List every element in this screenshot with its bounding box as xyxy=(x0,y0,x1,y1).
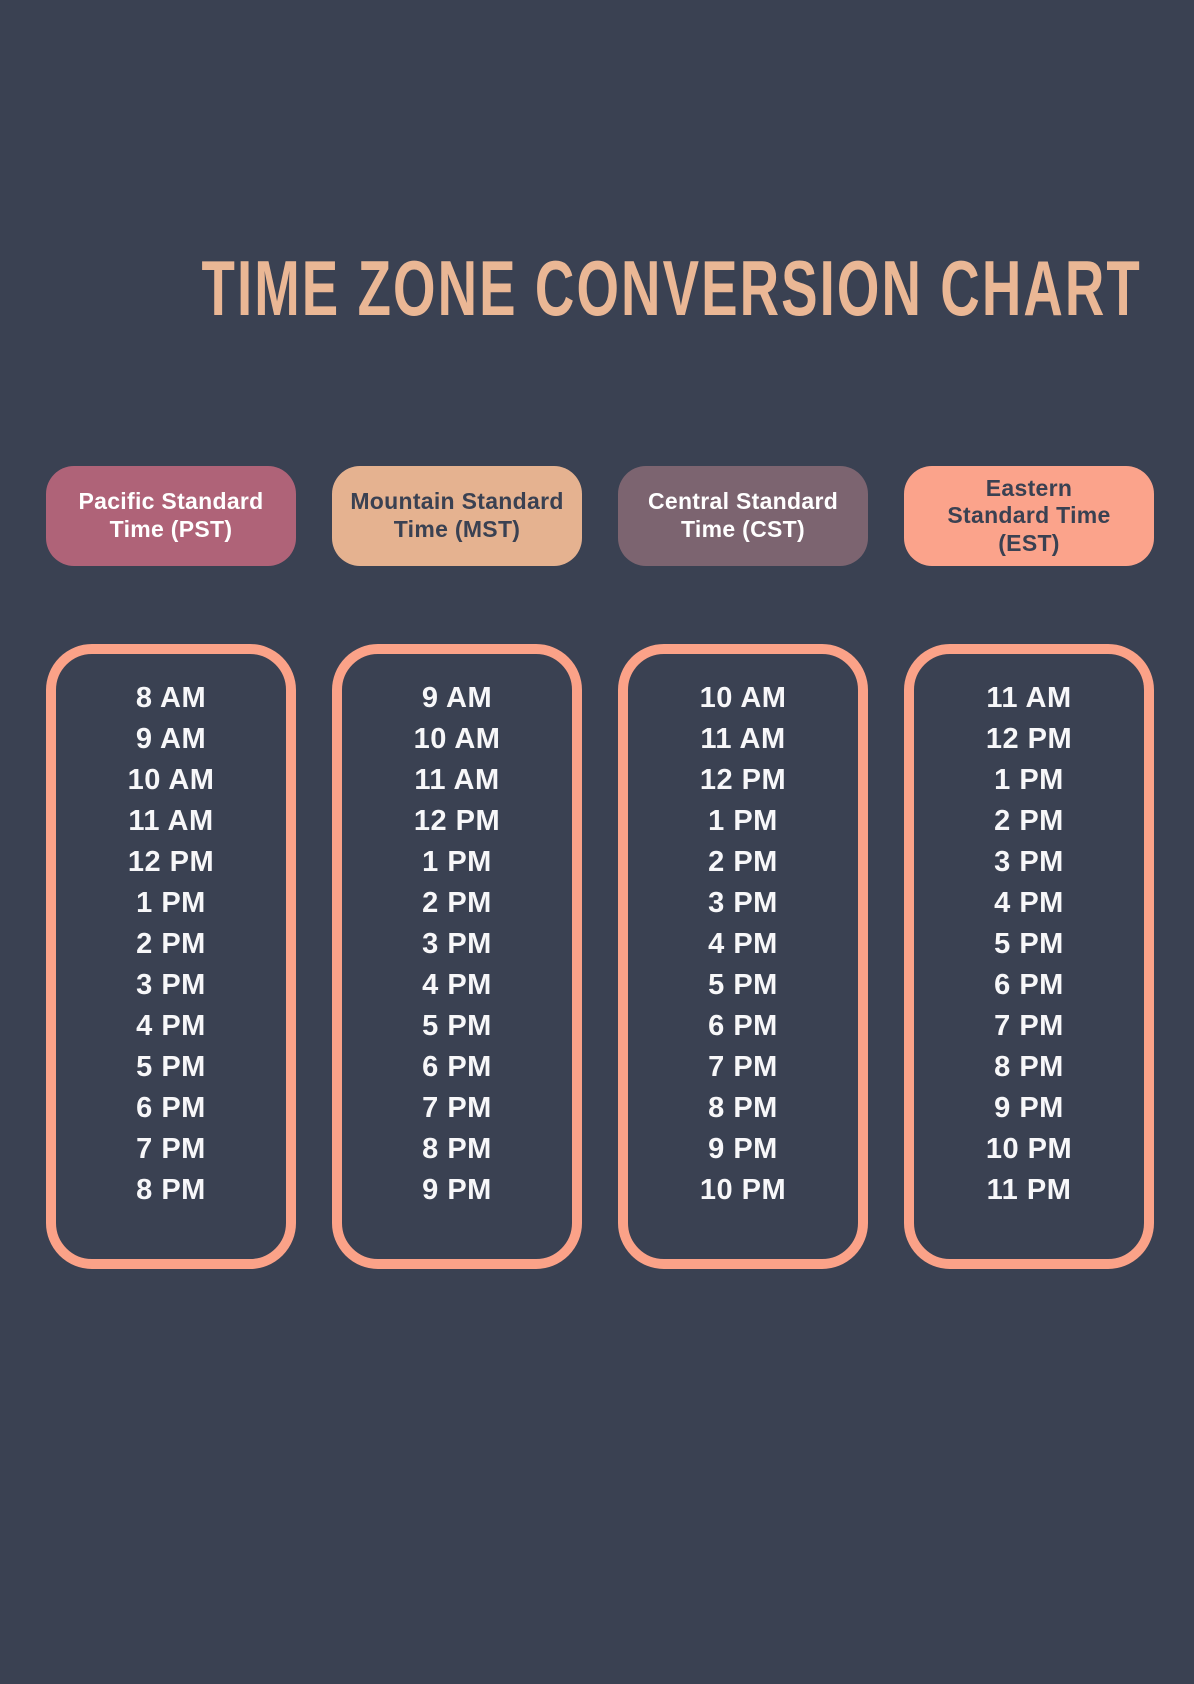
time-cell: 2 PM xyxy=(708,846,778,878)
time-cell: 6 PM xyxy=(136,1092,206,1124)
time-cell: 9 PM xyxy=(994,1092,1064,1124)
time-cell: 5 PM xyxy=(136,1051,206,1083)
time-cell: 11 AM xyxy=(128,805,214,837)
time-cell: 3 PM xyxy=(994,846,1064,878)
time-cell: 1 PM xyxy=(422,846,492,878)
time-cell: 2 PM xyxy=(136,928,206,960)
time-cell: 8 PM xyxy=(994,1051,1064,1083)
time-cell: 8 PM xyxy=(136,1174,206,1206)
time-cell: 9 PM xyxy=(708,1133,778,1165)
time-cell: 3 PM xyxy=(136,969,206,1001)
times-column-mst: 9 AM 10 AM 11 AM 12 PM 1 PM 2 PM 3 PM 4 PM 5 PM 6… xyxy=(332,644,582,1269)
time-cell: 11 AM xyxy=(700,723,786,755)
time-cell: 7 PM xyxy=(708,1051,778,1083)
time-cell: 12 PM xyxy=(127,846,215,878)
times-column-cst: 10 AM 11 AM 12 PM 1 PM 2 PM 3 PM 4 PM 5 PM 6 PM 7… xyxy=(618,644,868,1269)
time-cell: 4 PM xyxy=(994,887,1064,919)
time-cell: 4 PM xyxy=(708,928,778,960)
timezone-header-mst: Mountain Standard Time (MST) xyxy=(332,466,582,566)
time-cell: 6 PM xyxy=(708,1010,778,1042)
page-title: TIME ZONE CONVERSION CHART xyxy=(201,244,1142,332)
time-cell: 2 PM xyxy=(422,887,492,919)
time-cell: 7 PM xyxy=(994,1010,1064,1042)
time-cell: 11 PM xyxy=(986,1174,1072,1206)
time-cell: 3 PM xyxy=(422,928,492,960)
time-cell: 10 PM xyxy=(699,1174,787,1206)
time-cell: 5 PM xyxy=(422,1010,492,1042)
time-cell: 6 PM xyxy=(422,1051,492,1083)
time-cell: 8 PM xyxy=(708,1092,778,1124)
time-cell: 1 PM xyxy=(136,887,206,919)
time-cell: 10 AM xyxy=(699,682,787,714)
time-cell: 12 PM xyxy=(699,764,787,796)
time-cell: 7 PM xyxy=(422,1092,492,1124)
time-cell: 6 PM xyxy=(994,969,1064,1001)
time-cell: 3 PM xyxy=(708,887,778,919)
times-column-est: 11 AM 12 PM 1 PM 2 PM 3 PM 4 PM 5 PM 6 PM 7 PM 8 … xyxy=(904,644,1154,1269)
time-cell: 8 PM xyxy=(422,1133,492,1165)
time-cell: 11 AM xyxy=(986,682,1072,714)
time-cell: 12 PM xyxy=(413,805,501,837)
time-cell: 10 AM xyxy=(413,723,501,755)
time-cell: 10 PM xyxy=(985,1133,1073,1165)
timezone-header-pst: Pacific Standard Time (PST) xyxy=(46,466,296,566)
time-cell: 9 AM xyxy=(421,682,493,714)
time-cell: 4 PM xyxy=(136,1010,206,1042)
time-cell: 7 PM xyxy=(136,1133,206,1165)
time-cell: 9 AM xyxy=(135,723,207,755)
conversion-grid: Pacific Standard Time (PST) Mountain Sta… xyxy=(46,466,1154,1269)
time-cell: 1 PM xyxy=(994,764,1064,796)
timezone-header-cst: Central Standard Time (CST) xyxy=(618,466,868,566)
time-cell: 8 AM xyxy=(135,682,207,714)
time-cell: 9 PM xyxy=(422,1174,492,1206)
timezone-header-est: Eastern Standard Time (EST) xyxy=(904,466,1154,566)
time-cell: 4 PM xyxy=(422,969,492,1001)
time-cell: 5 PM xyxy=(708,969,778,1001)
time-cell: 12 PM xyxy=(985,723,1073,755)
time-cell: 11 AM xyxy=(414,764,500,796)
time-cell: 5 PM xyxy=(994,928,1064,960)
times-column-pst: 8 AM 9 AM 10 AM 11 AM 12 PM 1 PM 2 PM 3 PM 4 PM 5… xyxy=(46,644,296,1269)
time-cell: 1 PM xyxy=(708,805,778,837)
title-row: TIME ZONE CONVERSION CHART xyxy=(0,243,1194,334)
time-cell: 2 PM xyxy=(994,805,1064,837)
time-cell: 10 AM xyxy=(127,764,215,796)
